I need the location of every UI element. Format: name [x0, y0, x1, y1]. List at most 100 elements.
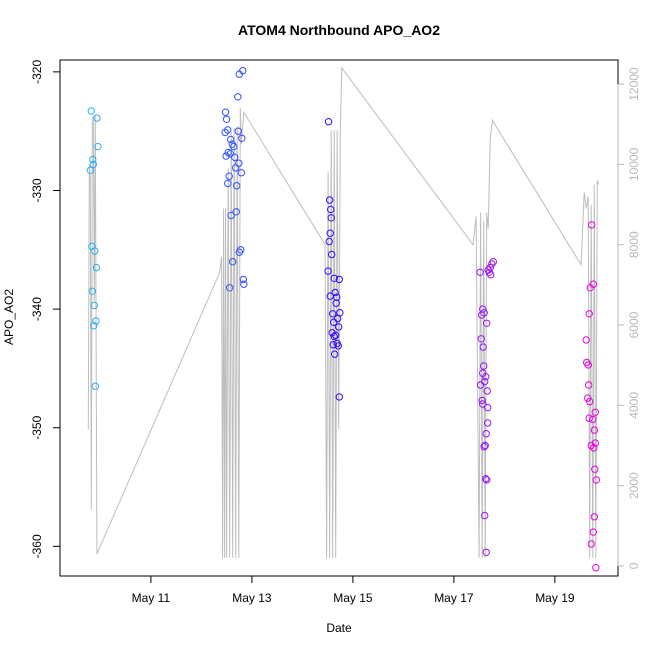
data-point: [87, 107, 96, 115]
data-point: [481, 511, 489, 520]
secondary-series-line: [87, 66, 600, 558]
data-point: [92, 263, 101, 272]
chart-title: ATOM4 Northbound APO_AO2: [238, 22, 440, 38]
y-tick-label: -360: [30, 534, 44, 558]
x-axis: May 11 May 13 May 15 May 17 May 19: [132, 575, 575, 605]
data-point: [484, 403, 492, 412]
data-point: [336, 309, 344, 317]
data-point: [324, 267, 332, 275]
x-tick-label: May 13: [232, 591, 272, 605]
data-point: [589, 415, 597, 424]
points-layer: [86, 67, 600, 572]
data-point: [227, 211, 235, 220]
data-point: [477, 335, 485, 343]
data-point: [331, 288, 339, 297]
data-point: [326, 196, 334, 204]
data-point: [222, 115, 231, 124]
data-point: [329, 310, 337, 318]
data-point: [91, 382, 100, 390]
data-point: [482, 548, 490, 556]
y-tick-label: -320: [30, 60, 44, 84]
data-point: [585, 310, 593, 318]
data-point: [590, 444, 598, 452]
data-point: [480, 362, 488, 370]
y-tick-label: -330: [30, 178, 44, 202]
data-point: [222, 152, 230, 160]
data-point: [331, 350, 339, 358]
y-axis-title: APO_AO2: [2, 289, 16, 345]
data-point: [240, 280, 248, 288]
data-point: [589, 528, 597, 536]
y-tick-label: -350: [30, 415, 44, 439]
data-point: [234, 127, 243, 135]
data-point: [589, 280, 597, 288]
data-point: [89, 160, 98, 169]
y2-tick-label: 4000: [627, 392, 641, 419]
data-point: [232, 164, 240, 172]
data-point: [239, 67, 247, 75]
data-point: [231, 153, 239, 162]
data-point: [88, 287, 97, 295]
data-point: [233, 182, 241, 190]
data-point: [482, 373, 490, 381]
data-point: [235, 159, 243, 167]
data-point: [332, 299, 340, 307]
data-point: [478, 396, 486, 405]
data-point: [93, 114, 101, 122]
data-point: [480, 309, 488, 317]
data-point: [330, 274, 338, 282]
data-point: [225, 172, 233, 180]
data-point: [479, 400, 487, 408]
data-point: [238, 134, 246, 143]
data-point: [590, 426, 598, 434]
y2-tick-label: 2000: [627, 472, 641, 499]
data-point: [92, 317, 100, 325]
data-point: [229, 258, 237, 266]
data-point: [591, 408, 599, 416]
data-point: [335, 323, 343, 331]
secondary-line-layer: [87, 66, 600, 558]
data-point: [335, 275, 343, 284]
data-point: [479, 343, 487, 351]
y2-tick-label: 6000: [627, 311, 641, 338]
data-point: [585, 414, 593, 422]
data-point: [486, 263, 494, 272]
data-point: [592, 564, 600, 572]
data-point: [587, 441, 595, 450]
data-point: [86, 166, 95, 175]
data-point: [476, 268, 484, 276]
data-point: [332, 331, 340, 339]
data-point: [586, 397, 594, 406]
data-point: [328, 250, 336, 259]
data-point: [224, 179, 232, 188]
data-point: [482, 430, 490, 438]
x-tick-label: May 17: [434, 591, 474, 605]
y-axis: -320 -330 -340 -350 -360: [30, 60, 61, 558]
data-point: [476, 381, 485, 389]
data-point: [239, 275, 248, 284]
data-point: [335, 393, 343, 401]
data-point: [324, 118, 333, 126]
data-point: [588, 221, 596, 229]
data-point: [592, 476, 600, 484]
x-tick-label: May 11: [132, 591, 171, 605]
data-point: [90, 322, 98, 330]
x-tick-label: May 15: [333, 591, 373, 605]
data-point: [221, 128, 229, 137]
data-point: [489, 258, 497, 266]
data-point: [224, 148, 232, 157]
data-point: [482, 475, 490, 483]
data-point: [237, 169, 246, 177]
data-point: [235, 248, 244, 256]
data-point: [235, 70, 244, 78]
data-point: [483, 476, 491, 484]
data-point: [483, 387, 491, 395]
data-point: [480, 443, 488, 451]
data-point: [584, 394, 592, 402]
data-point: [326, 229, 334, 237]
data-point: [329, 341, 337, 349]
y2-tick-label: 8000: [627, 231, 641, 258]
data-point: [226, 284, 234, 292]
data-point: [487, 271, 495, 279]
